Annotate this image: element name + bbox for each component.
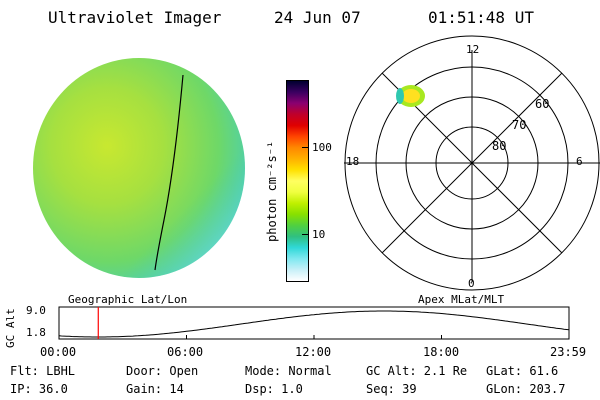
colorbar-tick-100: [302, 147, 308, 148]
aurora-spot: [396, 85, 425, 107]
colorbar: [286, 80, 309, 282]
mlt-label-6: 6: [576, 155, 583, 168]
orbit-altitude-curve: [58, 310, 570, 338]
colorbar-label-10: 10: [312, 228, 326, 241]
colorbar-tick-10: [302, 234, 308, 235]
lat-label-70: 70: [512, 118, 527, 132]
status-mode: Mode: Normal: [245, 364, 332, 378]
instrument-title: Ultraviolet Imager: [48, 8, 222, 27]
time-label: 01:51:48 UT: [428, 8, 534, 27]
status-ip: IP: 36.0: [10, 382, 68, 396]
status-glat: GLat: 61.6: [486, 364, 559, 378]
status-dsp: Dsp: 1.0: [245, 382, 303, 396]
disk-rim-glow: [33, 58, 245, 278]
status-gc-alt: GC Alt: 2.1 Re: [366, 364, 468, 378]
mlt-label-0: 0: [468, 277, 475, 290]
time-tick-1800: 18:00: [423, 345, 460, 359]
status-glon: GLon: 203.7: [486, 382, 566, 396]
time-tick-0000: 00:00: [40, 345, 77, 359]
status-door: Door: Open: [126, 364, 199, 378]
orbit-ytick-bottom: 1.8: [26, 326, 46, 339]
status-gain: Gain: 14: [126, 382, 184, 396]
polar-coord-label: Apex MLat/MLT: [418, 293, 505, 306]
lat-label-60: 60: [535, 97, 550, 111]
colorbar-label-100: 100: [312, 141, 332, 154]
mlt-label-18: 18: [346, 155, 360, 168]
status-seq: Seq: 39: [366, 382, 417, 396]
polar-diagonal-2: [381, 72, 563, 254]
orbit-coord-label: Geographic Lat/Lon: [68, 293, 188, 306]
terminator-line: [154, 74, 184, 271]
time-tick-0600: 06:00: [167, 345, 204, 359]
colorbar-gradient: [287, 81, 308, 281]
orbit-plot-frame: [58, 306, 570, 340]
mlt-label-12: 12: [466, 43, 480, 56]
time-tick-2359: 23:59: [550, 345, 587, 359]
orbit-ytick-top: 9.0: [26, 304, 46, 317]
lat-label-80: 80: [492, 139, 507, 153]
date-label: 24 Jun 07: [274, 8, 361, 27]
status-filter: Flt: LBHL: [10, 364, 76, 378]
time-tick-1200: 12:00: [295, 345, 332, 359]
